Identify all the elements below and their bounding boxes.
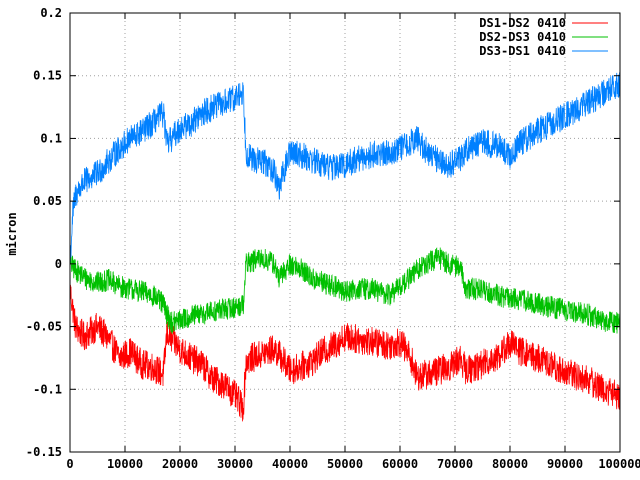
y-tick-label: -0.1 xyxy=(33,382,62,396)
y-tick-label: 0.05 xyxy=(33,194,62,208)
y-tick-label: 0 xyxy=(55,257,62,271)
series-line-1 xyxy=(70,282,620,422)
x-tick-label: 80000 xyxy=(492,457,528,471)
x-tick-label: 20000 xyxy=(162,457,198,471)
y-tick-label: 0.1 xyxy=(40,131,62,145)
legend-label: DS3-DS1 0410 xyxy=(479,44,566,58)
x-tick-label: 100000 xyxy=(598,457,640,471)
y-axis-label: micron xyxy=(5,212,19,255)
y-tick-label: 0.15 xyxy=(33,69,62,83)
y-tick-label: 0.2 xyxy=(40,6,62,20)
series-line-3 xyxy=(70,72,620,265)
x-tick-label: 40000 xyxy=(272,457,308,471)
plot-frame xyxy=(69,12,621,453)
x-tick-label: 90000 xyxy=(547,457,583,471)
legend-label: DS1-DS2 0410 xyxy=(479,16,566,30)
x-tick-label: 60000 xyxy=(382,457,418,471)
x-tick-label: 50000 xyxy=(327,457,363,471)
y-tick-label: -0.15 xyxy=(26,445,62,459)
x-tick-label: 70000 xyxy=(437,457,473,471)
series-line-2 xyxy=(70,247,620,334)
y-tick-label: -0.05 xyxy=(26,320,62,334)
legend-label: DS2-DS3 0410 xyxy=(479,30,566,44)
x-tick-label: 10000 xyxy=(107,457,143,471)
x-tick-label: 30000 xyxy=(217,457,253,471)
axis-ticks: 0 10000 20000 30000 40000 50000 60000 70000 8000… xyxy=(26,6,640,471)
x-tick-label: 0 xyxy=(66,457,73,471)
y-axis-label-group: micron xyxy=(5,212,19,255)
grid-lines xyxy=(70,13,620,452)
series-lines xyxy=(70,72,620,422)
